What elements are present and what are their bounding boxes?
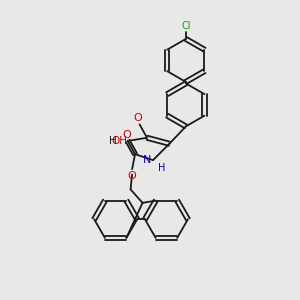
Text: H: H [110, 136, 117, 146]
Text: OH: OH [112, 136, 127, 146]
Text: N: N [143, 155, 152, 165]
Text: O: O [128, 171, 136, 181]
Text: O: O [122, 130, 131, 140]
Text: O: O [134, 113, 142, 123]
Text: H: H [158, 163, 166, 173]
Text: Cl: Cl [181, 22, 190, 32]
